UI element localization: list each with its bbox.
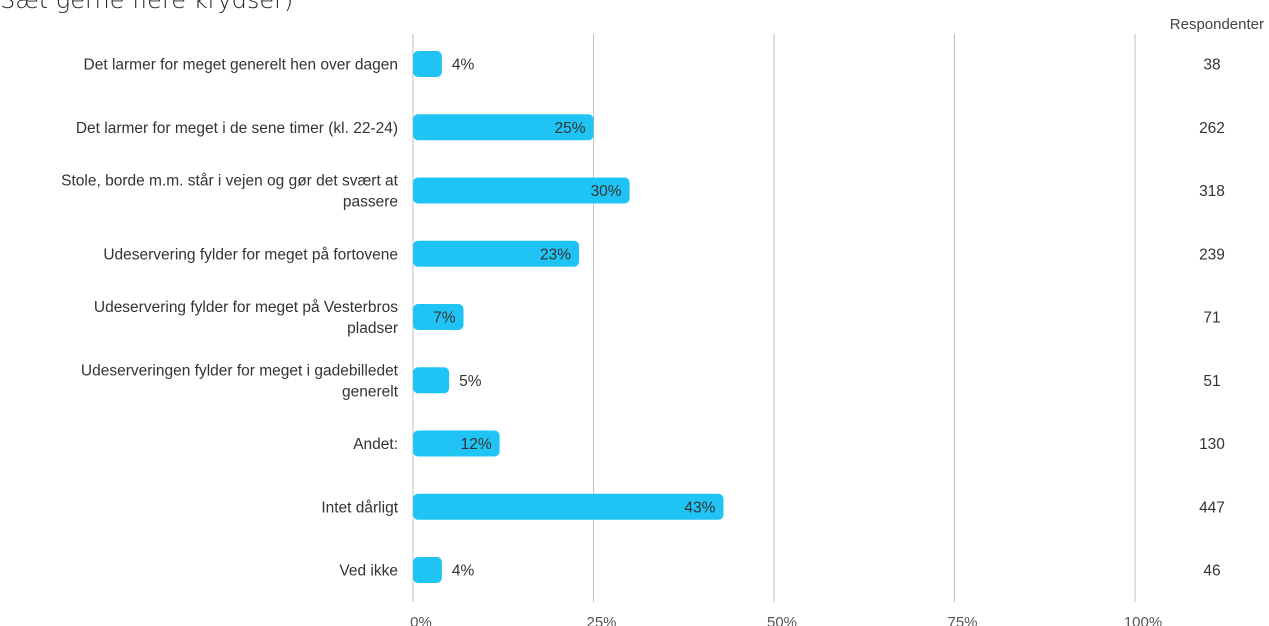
x-tick-label: 25% — [586, 614, 616, 626]
category-label: Udeservering fylder for meget på Vesterb… — [94, 299, 398, 316]
chart-title: Sæt gerne flere krydser) — [0, 0, 294, 14]
bar-value-label: 43% — [684, 499, 715, 516]
respondent-count: 262 — [1199, 120, 1225, 137]
x-axis-ticks: 0% 25% 50% 75% 100% — [410, 614, 1162, 626]
respondent-count: 318 — [1199, 183, 1225, 200]
x-tick-label: 0% — [410, 614, 432, 626]
respondent-count: 239 — [1199, 246, 1225, 263]
category-label: Stole, borde m.m. står i vejen og gør de… — [61, 173, 399, 190]
category-label: Det larmer for meget generelt hen over d… — [84, 57, 398, 74]
bar-value-label: 7% — [433, 310, 456, 327]
category-label: generelt — [342, 383, 399, 400]
category-label: pladser — [347, 320, 398, 337]
bar — [413, 177, 630, 204]
bar — [413, 304, 464, 330]
category-label: Det larmer for meget i de sene timer (kl… — [76, 120, 398, 137]
bar — [413, 367, 450, 394]
respondents-column-header: Respondenter — [1169, 16, 1264, 33]
respondent-count: 130 — [1199, 436, 1225, 453]
bar-value-label: 4% — [452, 563, 475, 580]
bar — [413, 430, 500, 457]
x-tick-label: 75% — [947, 614, 977, 626]
category-label: Udeserveringen fylder for meget i gadebi… — [81, 362, 399, 379]
bar — [413, 51, 442, 77]
category-label: passere — [343, 194, 398, 211]
bar-value-label: 5% — [459, 373, 482, 390]
x-tick-label: 50% — [767, 614, 797, 626]
category-label: Andet: — [353, 436, 398, 453]
respondent-counts: 38 262 318 239 71 51 130 447 46 — [1199, 57, 1225, 580]
respondent-count: 51 — [1203, 373, 1220, 390]
bar — [413, 114, 594, 141]
bar — [413, 493, 724, 520]
category-labels: Det larmer for meget generelt hen over d… — [61, 57, 399, 580]
category-label: Intet dårligt — [321, 499, 398, 516]
respondent-count: 38 — [1203, 57, 1220, 74]
bar-value-label: 23% — [540, 246, 571, 263]
category-label: Ved ikke — [339, 563, 398, 580]
bar-value-label: 25% — [554, 120, 585, 137]
bar — [413, 240, 580, 267]
respondent-count: 447 — [1199, 499, 1225, 516]
bar-value-label: 30% — [591, 183, 622, 200]
respondent-count: 46 — [1203, 563, 1220, 580]
bar-value-label: 12% — [461, 436, 492, 453]
bar — [413, 557, 442, 583]
respondent-count: 71 — [1203, 310, 1220, 327]
category-label: Udeservering fylder for meget på fortove… — [103, 246, 398, 263]
bar-value-label: 4% — [452, 57, 475, 74]
bars: 4% 25% 30% 23% 7% 5% 12% 43% 4% — [413, 51, 724, 583]
x-tick-label: 100% — [1124, 614, 1162, 626]
